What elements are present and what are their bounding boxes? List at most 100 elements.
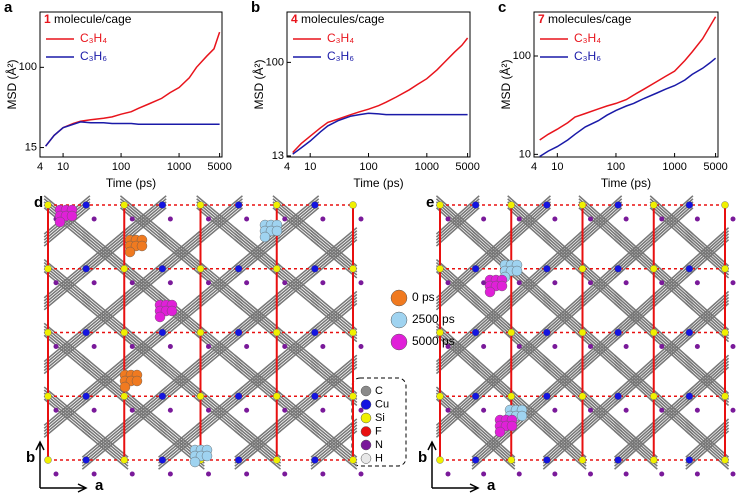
guest-molecule	[511, 265, 523, 277]
legend-label: C₃H₄	[327, 31, 354, 45]
atom	[623, 407, 629, 413]
time-legend-label: 0 ps	[412, 290, 435, 304]
atom	[311, 328, 319, 337]
title-text: molecule/cage	[54, 12, 132, 26]
y-axis-label: MSD (Å²)	[498, 60, 513, 110]
atom	[167, 216, 173, 222]
atom	[234, 456, 243, 464]
atom	[44, 392, 52, 400]
atom	[91, 471, 97, 477]
guest-molecule	[136, 240, 148, 252]
x-axis-label: Time (ps)	[353, 176, 403, 190]
element-label: Si	[375, 412, 385, 424]
atom	[516, 344, 522, 349]
atom	[234, 265, 243, 273]
atom	[196, 201, 205, 209]
title-text: molecules/cage	[301, 12, 385, 26]
y-axis-label: MSD (Å²)	[251, 60, 266, 110]
atom	[349, 328, 357, 337]
atom	[552, 216, 558, 222]
legend-label: C₃H₆	[574, 49, 601, 63]
y-tick-label: 100	[266, 56, 284, 68]
atom	[471, 456, 480, 464]
atom	[206, 407, 211, 413]
atom	[721, 201, 729, 209]
atom	[507, 456, 515, 464]
atom	[543, 265, 551, 273]
atom	[234, 328, 243, 337]
linker	[685, 230, 730, 270]
atom	[349, 456, 357, 464]
linker	[196, 204, 243, 244]
atom	[694, 344, 700, 349]
linker	[578, 207, 623, 247]
linker	[507, 204, 551, 244]
atom	[158, 392, 167, 400]
atom	[129, 344, 135, 349]
x-tick-label: 10	[304, 161, 316, 173]
element-swatch	[360, 453, 372, 464]
element-swatch	[360, 426, 372, 437]
linker	[310, 424, 358, 464]
linker	[685, 418, 730, 458]
linker	[435, 201, 480, 241]
linker	[310, 357, 358, 398]
atom	[516, 471, 522, 477]
atom	[273, 392, 281, 400]
atom	[694, 280, 700, 286]
linker	[685, 302, 730, 343]
panel-label: a	[4, 0, 13, 16]
linker	[578, 195, 623, 235]
atom	[481, 216, 487, 222]
linker	[196, 201, 243, 241]
linker	[649, 195, 694, 235]
plot-frame	[39, 11, 223, 158]
axis-label: b	[418, 449, 427, 466]
legend-label: C₃H₄	[574, 31, 601, 45]
linker	[685, 233, 730, 273]
atom	[167, 280, 173, 286]
atom	[91, 216, 97, 222]
atom	[244, 344, 250, 349]
atom	[481, 471, 487, 477]
linker	[310, 233, 358, 273]
linker	[310, 421, 358, 461]
guest-molecule	[496, 280, 508, 292]
legend-label: C₃H₆	[327, 49, 354, 63]
atom	[82, 201, 90, 209]
atom	[196, 265, 205, 273]
linker	[685, 354, 730, 395]
linker	[196, 195, 243, 235]
atom	[730, 471, 736, 477]
title-number: 7	[538, 12, 545, 26]
atom	[730, 216, 736, 222]
atom	[44, 265, 52, 273]
atom	[650, 201, 658, 209]
atom	[129, 407, 135, 413]
linker	[310, 230, 358, 270]
atom	[167, 344, 173, 349]
atom	[282, 216, 288, 222]
y-tick-label: 10	[519, 148, 531, 160]
atom	[436, 201, 444, 209]
x-tick-label: 10	[551, 161, 563, 173]
linker	[310, 302, 358, 343]
linker	[196, 207, 243, 247]
atom	[158, 265, 167, 273]
element-swatch	[360, 385, 372, 397]
linker	[310, 290, 358, 331]
linker	[578, 204, 623, 244]
atom	[659, 344, 665, 349]
atom	[358, 280, 364, 286]
x-tick-label: 1000	[415, 161, 439, 173]
linker	[310, 239, 358, 279]
atom	[120, 265, 128, 273]
series-line	[292, 37, 469, 154]
series-line	[45, 121, 220, 147]
element-label: C	[375, 385, 383, 397]
atom	[129, 280, 135, 286]
title-text: molecules/cage	[548, 12, 632, 26]
atom	[273, 328, 281, 337]
atom	[44, 456, 52, 464]
